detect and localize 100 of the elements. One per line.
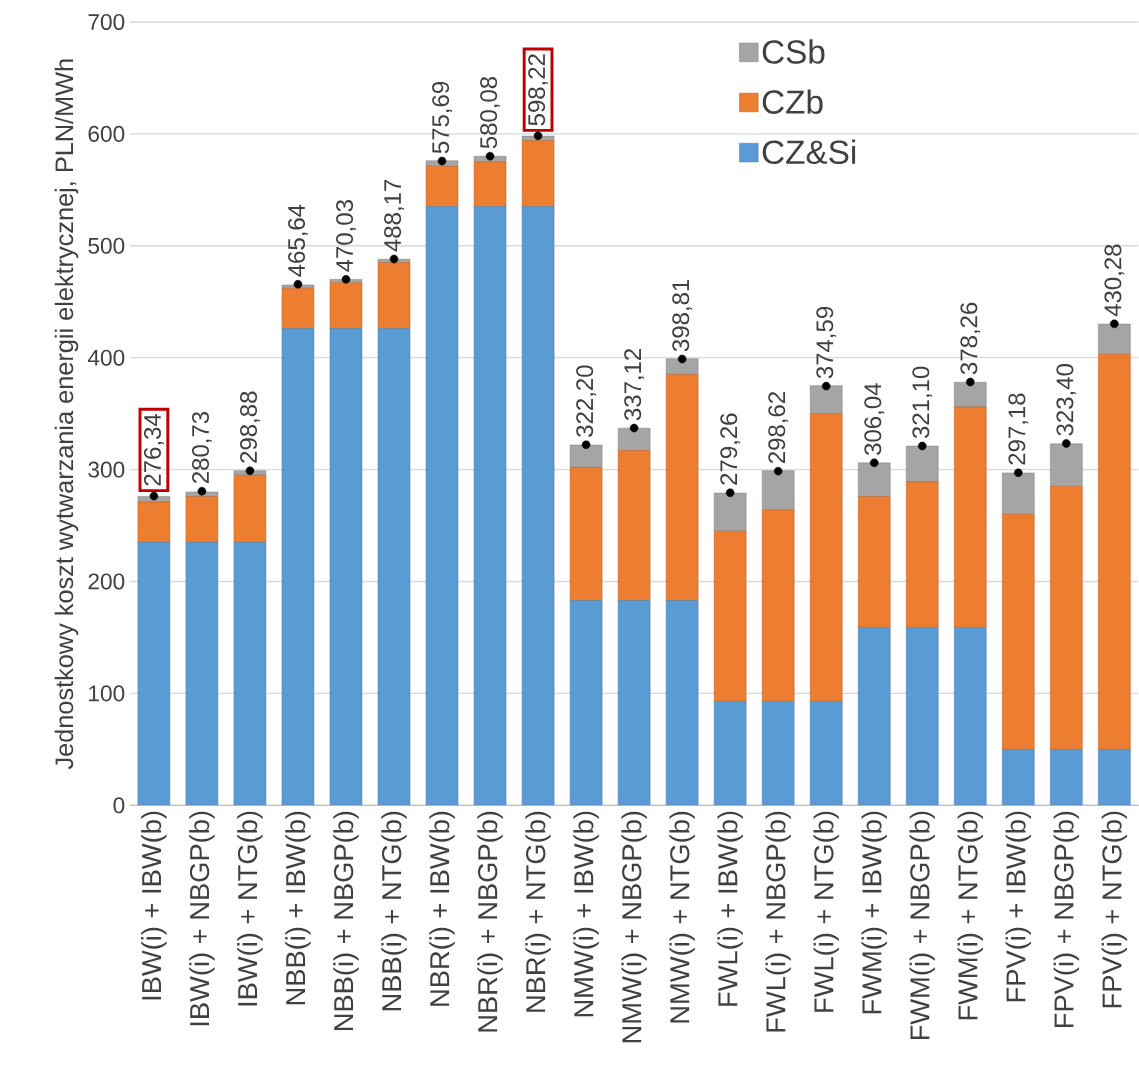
point (773, 466, 783, 476)
bar (809, 385, 843, 414)
data-label: 378,26 (960, 302, 981, 375)
y-tick-label: 300 (88, 461, 125, 478)
bar (233, 542, 267, 806)
x-tick-label: FWM(i) + NBGP(b) (909, 811, 935, 1040)
bar (761, 470, 795, 511)
bar (377, 262, 411, 329)
bar (954, 627, 987, 806)
x-tick-label: IBW(i) + NBGP(b) (189, 811, 215, 1026)
point (821, 381, 831, 391)
x-tick-label: FPV(i) + IBW(b) (1005, 811, 1032, 1002)
data-label: 298,88 (240, 391, 260, 463)
point (1014, 468, 1023, 477)
bar (473, 206, 507, 806)
y-tick-label: 100 (89, 685, 125, 702)
point (341, 275, 351, 284)
bar (713, 700, 747, 806)
bar (954, 406, 987, 628)
y-tick-label: 500 (88, 237, 125, 254)
point (533, 131, 543, 141)
x-tick-label: NMW(i) + IBW(b) (573, 811, 599, 1017)
legend-label: CSb (762, 39, 825, 64)
data-label: 276,34 (143, 413, 164, 486)
bar (569, 600, 603, 806)
bar (1002, 472, 1035, 515)
x-tick-label: FWM(i) + IBW(b) (861, 811, 887, 1014)
data-label: 470,03 (336, 200, 356, 272)
bar (569, 467, 603, 601)
bar (1050, 486, 1083, 750)
point (629, 423, 639, 433)
point (1062, 439, 1071, 448)
x-tick-label: NMW(i) + NTG(b) (669, 811, 695, 1023)
x-tick-label: NBB(i) + IBW(b) (285, 811, 311, 1005)
y-tick-label: 200 (88, 573, 125, 590)
data-label: 306,04 (864, 383, 885, 455)
bar (857, 496, 891, 628)
bar (521, 206, 555, 806)
data-label: 298,62 (768, 392, 789, 463)
data-label: 398,81 (672, 279, 693, 352)
point (245, 466, 255, 476)
data-label: 322,20 (576, 365, 597, 437)
bar (857, 462, 891, 497)
bar (377, 328, 411, 806)
bar (473, 161, 507, 207)
x-tick-label: NBR(i) + NTG(b) (525, 811, 551, 1012)
y-tick-label: 0 (113, 797, 125, 814)
bar (233, 474, 267, 543)
bar (761, 509, 795, 702)
bar (425, 206, 459, 806)
data-label: 280,73 (192, 411, 212, 483)
bar (1002, 514, 1035, 750)
data-label: 430,28 (1104, 244, 1125, 317)
data-label: 580,08 (480, 76, 500, 149)
x-tick-label: FPV(i) + NTG(b) (1101, 811, 1128, 1008)
bar (617, 600, 651, 806)
point (581, 440, 591, 449)
bar (809, 413, 843, 702)
point (677, 354, 687, 364)
bar (857, 627, 891, 806)
legend-label: CZ&Si (762, 139, 856, 164)
data-label: 374,59 (816, 306, 837, 379)
y-tick-label: 600 (88, 125, 125, 142)
x-tick-label: NBB(i) + NBGP(b) (333, 811, 359, 1031)
x-tick-label: IBW(i) + NTG(b) (237, 811, 263, 1006)
x-tick-label: FWL(i) + IBW(b) (717, 811, 743, 1006)
bar (761, 700, 795, 806)
point (869, 458, 879, 468)
data-label: 279,26 (720, 413, 741, 485)
bar (905, 445, 939, 483)
point (293, 279, 303, 289)
point (389, 254, 399, 264)
bar (665, 600, 699, 806)
x-tick-label: FWM(i) + NTG(b) (957, 811, 983, 1020)
x-tick-label: FWL(i) + NTG(b) (813, 811, 839, 1012)
bar (137, 542, 171, 806)
point (1110, 319, 1119, 329)
y-tick-label: 700 (88, 13, 125, 30)
point (197, 486, 207, 496)
data-label: 297,18 (1008, 393, 1029, 465)
bar (1098, 749, 1131, 806)
bar (1050, 443, 1083, 487)
point (485, 151, 495, 161)
bar (521, 140, 555, 207)
y-axis-title: Jednostkowy koszt wytwarzania energii elektrycznej, PLN/MWh (54, 59, 79, 770)
bar (713, 492, 747, 532)
x-tick-label: NMW(i) + NBGP(b) (621, 811, 647, 1043)
x-tick-label: NBR(i) + IBW(b) (429, 811, 455, 1006)
bar (1098, 354, 1131, 750)
bar (1002, 749, 1035, 806)
bar (905, 627, 939, 806)
bar (185, 496, 219, 543)
point (725, 488, 735, 498)
bar (617, 427, 651, 451)
bar (329, 328, 363, 806)
legend-label: CZb (762, 89, 823, 114)
point (917, 441, 927, 451)
point (437, 156, 447, 166)
bar (569, 444, 603, 468)
data-label: 321,10 (912, 366, 933, 439)
